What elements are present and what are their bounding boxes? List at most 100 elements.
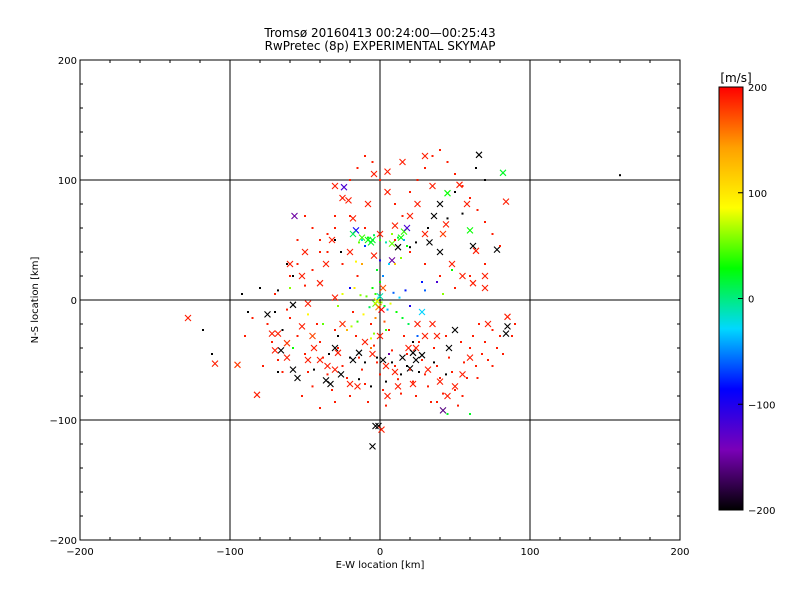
data-point-dot xyxy=(274,311,276,313)
data-point-dot xyxy=(365,295,368,298)
data-point-x xyxy=(253,391,261,399)
data-point-dot xyxy=(502,353,504,355)
data-point-dot xyxy=(409,191,411,193)
data-point-dot xyxy=(461,395,464,397)
data-point-dot xyxy=(379,239,381,241)
data-point-dot xyxy=(442,392,444,395)
data-point-dot xyxy=(475,167,477,169)
data-point-x xyxy=(322,260,330,268)
data-point-dot xyxy=(359,294,362,297)
data-point-dot xyxy=(319,251,321,253)
data-point-dot xyxy=(292,275,294,277)
data-point-dot xyxy=(286,263,288,265)
data-point-x xyxy=(459,371,466,378)
data-point-dot xyxy=(416,335,419,337)
data-point-x xyxy=(439,230,447,238)
data-point-x xyxy=(364,200,372,208)
data-point-x xyxy=(504,313,511,321)
data-point-dot xyxy=(466,377,468,379)
data-point-dot xyxy=(484,179,486,181)
data-point-x xyxy=(406,212,414,220)
data-point-x xyxy=(466,227,474,234)
data-point-x xyxy=(346,380,354,388)
data-point-x xyxy=(316,279,324,287)
data-point-dot xyxy=(358,378,360,381)
data-point-x xyxy=(493,246,501,253)
data-point-x xyxy=(502,198,510,205)
data-point-dot xyxy=(391,233,393,235)
data-point-dot xyxy=(427,385,429,388)
data-point-dot xyxy=(371,287,374,289)
data-point-x xyxy=(409,380,417,388)
data-point-x xyxy=(466,354,474,361)
data-point-x xyxy=(378,306,385,313)
data-point-dot xyxy=(356,167,359,169)
data-point-x xyxy=(327,380,334,388)
x-tick-label: 0 xyxy=(377,547,383,558)
data-point-dot xyxy=(454,173,456,175)
x-axis-label: E-W location [km] xyxy=(336,560,425,571)
data-point-dot xyxy=(356,320,359,323)
data-point-dot xyxy=(367,401,369,403)
data-point-dot xyxy=(469,413,471,415)
data-point-dot xyxy=(412,380,414,383)
data-point-x xyxy=(274,330,282,337)
data-point-x xyxy=(504,323,511,330)
data-point-dot xyxy=(307,313,309,316)
data-points xyxy=(184,149,621,450)
data-point-x xyxy=(286,260,294,268)
data-point-dot xyxy=(461,212,464,215)
data-point-dot xyxy=(341,365,344,367)
data-point-x xyxy=(394,383,402,390)
data-point-dot xyxy=(424,289,426,292)
colorbar-tick-label: −200 xyxy=(748,506,775,517)
data-point-x xyxy=(399,354,406,361)
data-point-x xyxy=(369,236,376,244)
data-point-dot xyxy=(427,227,429,229)
data-point-x xyxy=(370,170,378,178)
data-point-dot xyxy=(379,179,381,181)
data-point-dot xyxy=(385,404,387,407)
data-point-x xyxy=(388,240,396,247)
data-point-x xyxy=(475,151,483,159)
data-point-dot xyxy=(409,368,411,371)
data-point-dot xyxy=(346,377,348,379)
data-point-dot xyxy=(385,380,387,383)
data-point-dot xyxy=(454,287,456,289)
y-tick-label: 200 xyxy=(58,56,77,67)
data-point-dot xyxy=(350,325,353,328)
data-point-x xyxy=(384,392,391,400)
data-point-dot xyxy=(391,349,393,352)
data-point-dot xyxy=(389,302,392,305)
y-tick-label: −200 xyxy=(50,536,77,547)
data-point-dot xyxy=(262,365,264,367)
data-point-x xyxy=(211,360,219,367)
data-point-dot xyxy=(431,155,434,157)
data-point-dot xyxy=(259,287,261,289)
colorbar-ticks: −200 −100 0 100 200 xyxy=(738,83,775,517)
data-point-x xyxy=(339,320,346,328)
data-point-dot xyxy=(334,227,336,229)
data-point-x xyxy=(414,200,421,208)
data-point-dot xyxy=(311,269,314,271)
colorbar-tick-label: 200 xyxy=(748,83,767,94)
data-point-x xyxy=(403,224,411,232)
data-point-x xyxy=(472,247,480,255)
y-axis-label: N-S location [km] xyxy=(30,257,41,344)
data-point-dot xyxy=(476,209,479,211)
data-point-x xyxy=(361,338,369,346)
data-point-x xyxy=(184,314,192,322)
data-point-dot xyxy=(341,263,344,265)
data-point-dot xyxy=(371,161,374,163)
data-point-dot xyxy=(247,311,249,313)
data-point-dot xyxy=(289,317,291,319)
data-point-dot xyxy=(382,275,384,277)
data-point-dot xyxy=(412,341,414,343)
data-point-dot xyxy=(307,371,309,373)
data-point-dot xyxy=(340,251,342,253)
data-point-x xyxy=(331,182,339,190)
data-point-x xyxy=(426,239,433,246)
data-point-dot xyxy=(397,236,399,239)
data-point-dot xyxy=(271,341,273,343)
